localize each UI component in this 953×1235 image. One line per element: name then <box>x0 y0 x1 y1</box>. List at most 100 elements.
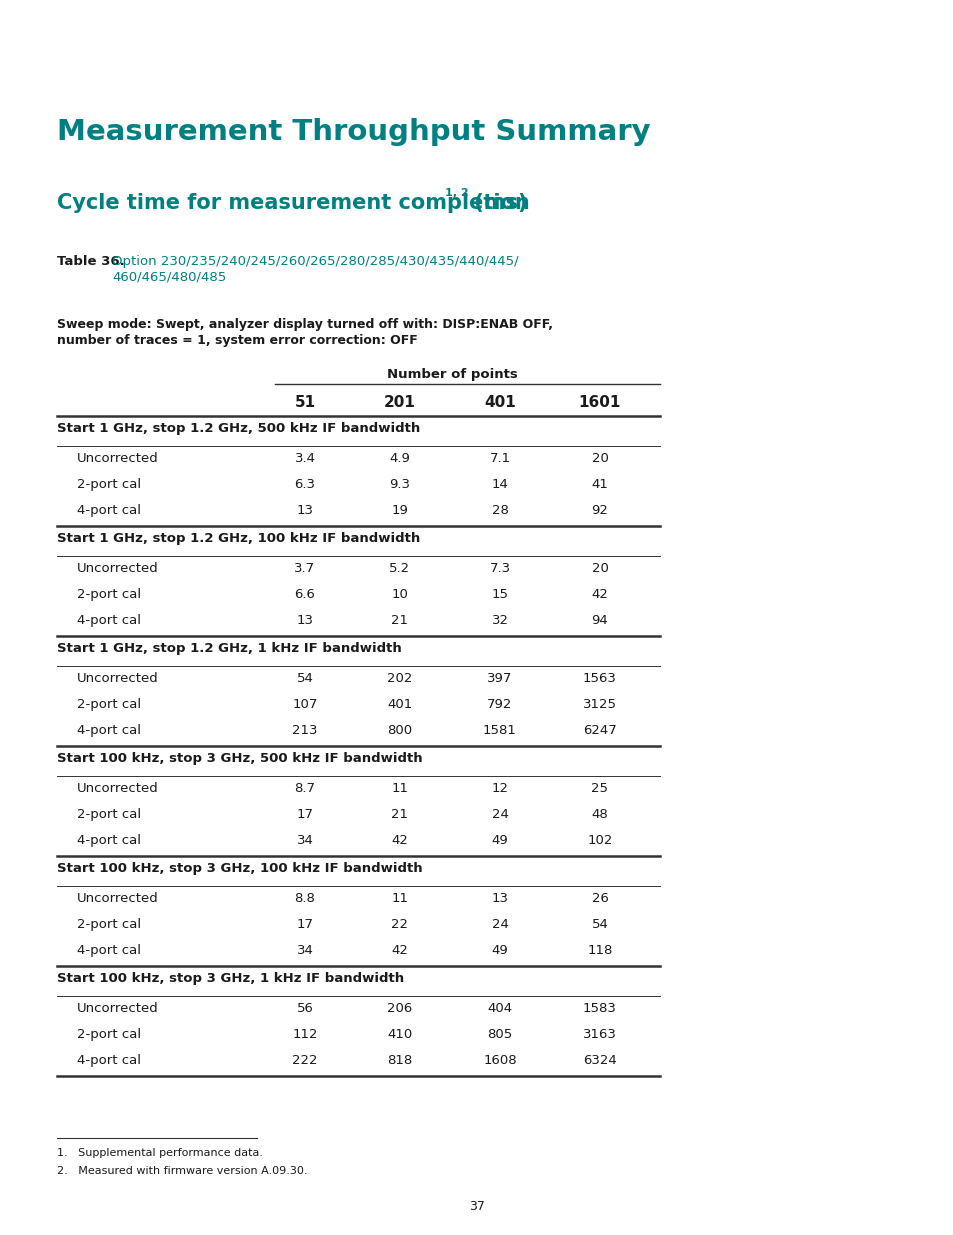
Text: 800: 800 <box>387 724 412 737</box>
Text: 410: 410 <box>387 1028 413 1041</box>
Text: 6324: 6324 <box>582 1053 617 1067</box>
Text: 2.   Measured with firmware version A.09.30.: 2. Measured with firmware version A.09.3… <box>57 1166 307 1176</box>
Text: 9.3: 9.3 <box>389 478 410 492</box>
Text: Start 1 GHz, stop 1.2 GHz, 500 kHz IF bandwidth: Start 1 GHz, stop 1.2 GHz, 500 kHz IF ba… <box>57 422 420 435</box>
Text: 3163: 3163 <box>582 1028 617 1041</box>
Text: 20: 20 <box>591 562 608 576</box>
Text: Option 230/235/240/245/260/265/280/285/430/435/440/445/
460/465/480/485: Option 230/235/240/245/260/265/280/285/4… <box>112 254 518 283</box>
Text: Uncorrected: Uncorrected <box>77 672 158 685</box>
Text: 397: 397 <box>487 672 512 685</box>
Text: 112: 112 <box>292 1028 317 1041</box>
Text: 8.8: 8.8 <box>294 892 315 905</box>
Text: 107: 107 <box>292 698 317 711</box>
Text: 7.3: 7.3 <box>489 562 510 576</box>
Text: 1583: 1583 <box>582 1002 617 1015</box>
Text: 22: 22 <box>391 918 408 931</box>
Text: Start 100 kHz, stop 3 GHz, 1 kHz IF bandwidth: Start 100 kHz, stop 3 GHz, 1 kHz IF band… <box>57 972 404 986</box>
Text: 6.6: 6.6 <box>294 588 315 601</box>
Text: Uncorrected: Uncorrected <box>77 1002 158 1015</box>
Text: 1608: 1608 <box>482 1053 517 1067</box>
Text: 21: 21 <box>391 614 408 627</box>
Text: 20: 20 <box>591 452 608 466</box>
Text: 24: 24 <box>491 918 508 931</box>
Text: 792: 792 <box>487 698 512 711</box>
Text: 213: 213 <box>292 724 317 737</box>
Text: 24: 24 <box>491 808 508 821</box>
Text: Start 1 GHz, stop 1.2 GHz, 1 kHz IF bandwidth: Start 1 GHz, stop 1.2 GHz, 1 kHz IF band… <box>57 642 401 655</box>
Text: 17: 17 <box>296 808 314 821</box>
Text: 1.   Supplemental performance data.: 1. Supplemental performance data. <box>57 1149 263 1158</box>
Text: 404: 404 <box>487 1002 512 1015</box>
Text: 4-port cal: 4-port cal <box>77 504 141 517</box>
Text: 7.1: 7.1 <box>489 452 510 466</box>
Text: 5.2: 5.2 <box>389 562 410 576</box>
Text: 42: 42 <box>391 944 408 957</box>
Text: 2-port cal: 2-port cal <box>77 1028 141 1041</box>
Text: 3125: 3125 <box>582 698 617 711</box>
Text: 49: 49 <box>491 834 508 847</box>
Text: 19: 19 <box>391 504 408 517</box>
Text: Start 100 kHz, stop 3 GHz, 500 kHz IF bandwidth: Start 100 kHz, stop 3 GHz, 500 kHz IF ba… <box>57 752 422 764</box>
Text: 48: 48 <box>591 808 608 821</box>
Text: Sweep mode: Swept, analyzer display turned off with: DISP:ENAB OFF,: Sweep mode: Swept, analyzer display turn… <box>57 317 553 331</box>
Text: 1, 2: 1, 2 <box>444 188 468 198</box>
Text: 401: 401 <box>483 395 516 410</box>
Text: 2-port cal: 2-port cal <box>77 808 141 821</box>
Text: 54: 54 <box>591 918 608 931</box>
Text: 10: 10 <box>391 588 408 601</box>
Text: Table 36.: Table 36. <box>57 254 125 268</box>
Text: 56: 56 <box>296 1002 314 1015</box>
Text: 15: 15 <box>491 588 508 601</box>
Text: number of traces = 1, system error correction: OFF: number of traces = 1, system error corre… <box>57 333 417 347</box>
Text: 4.9: 4.9 <box>389 452 410 466</box>
Text: Uncorrected: Uncorrected <box>77 562 158 576</box>
Text: 805: 805 <box>487 1028 512 1041</box>
Text: 17: 17 <box>296 918 314 931</box>
Text: Measurement Throughput Summary: Measurement Throughput Summary <box>57 119 650 146</box>
Text: 21: 21 <box>391 808 408 821</box>
Text: Start 100 kHz, stop 3 GHz, 100 kHz IF bandwidth: Start 100 kHz, stop 3 GHz, 100 kHz IF ba… <box>57 862 422 876</box>
Text: 26: 26 <box>591 892 608 905</box>
Text: 12: 12 <box>491 782 508 795</box>
Text: 14: 14 <box>491 478 508 492</box>
Text: Cycle time for measurement completion: Cycle time for measurement completion <box>57 193 529 212</box>
Text: Start 1 GHz, stop 1.2 GHz, 100 kHz IF bandwidth: Start 1 GHz, stop 1.2 GHz, 100 kHz IF ba… <box>57 532 420 545</box>
Text: 92: 92 <box>591 504 608 517</box>
Text: 3.7: 3.7 <box>294 562 315 576</box>
Text: 54: 54 <box>296 672 314 685</box>
Text: 222: 222 <box>292 1053 317 1067</box>
Text: 28: 28 <box>491 504 508 517</box>
Text: 4-port cal: 4-port cal <box>77 944 141 957</box>
Text: 51: 51 <box>294 395 315 410</box>
Text: 34: 34 <box>296 944 314 957</box>
Text: 4-port cal: 4-port cal <box>77 614 141 627</box>
Text: 41: 41 <box>591 478 608 492</box>
Text: 401: 401 <box>387 698 413 711</box>
Text: 32: 32 <box>491 614 508 627</box>
Text: 1563: 1563 <box>582 672 617 685</box>
Text: 25: 25 <box>591 782 608 795</box>
Text: 13: 13 <box>296 504 314 517</box>
Text: 201: 201 <box>384 395 416 410</box>
Text: Number of points: Number of points <box>387 368 517 382</box>
Text: 102: 102 <box>587 834 612 847</box>
Text: 6.3: 6.3 <box>294 478 315 492</box>
Text: 42: 42 <box>591 588 608 601</box>
Text: 94: 94 <box>591 614 608 627</box>
Text: 13: 13 <box>296 614 314 627</box>
Text: Uncorrected: Uncorrected <box>77 892 158 905</box>
Text: 2-port cal: 2-port cal <box>77 698 141 711</box>
Text: 37: 37 <box>469 1200 484 1213</box>
Text: 4-port cal: 4-port cal <box>77 1053 141 1067</box>
Text: 4-port cal: 4-port cal <box>77 724 141 737</box>
Text: 1601: 1601 <box>578 395 620 410</box>
Text: 8.7: 8.7 <box>294 782 315 795</box>
Text: 206: 206 <box>387 1002 413 1015</box>
Text: 11: 11 <box>391 892 408 905</box>
Text: 818: 818 <box>387 1053 413 1067</box>
Text: 34: 34 <box>296 834 314 847</box>
Text: 4-port cal: 4-port cal <box>77 834 141 847</box>
Text: Uncorrected: Uncorrected <box>77 782 158 795</box>
Text: 49: 49 <box>491 944 508 957</box>
Text: 11: 11 <box>391 782 408 795</box>
